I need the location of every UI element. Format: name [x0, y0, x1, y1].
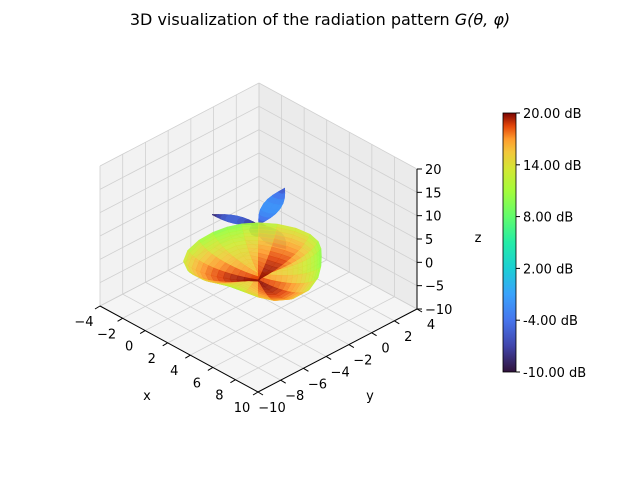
- grid-floor-x: [212, 284, 373, 368]
- chart-title: 3D visualization of the radiation patter…: [129, 10, 511, 29]
- surface-facet: [242, 229, 259, 234]
- colorbar-tick-label: 14.00 dB: [523, 159, 582, 174]
- x-tick-label: −4: [74, 315, 93, 330]
- x-tick-mark: [94, 305, 101, 310]
- y-tick-mark: [257, 391, 264, 396]
- surface-facet: [243, 232, 259, 237]
- y-tick-mark: [325, 355, 332, 360]
- x-tick-label: 4: [170, 364, 178, 379]
- colorbar-gradient: [502, 112, 517, 373]
- y-tick-mark: [280, 379, 286, 384]
- colorbar-tick-label: 2.00 dB: [523, 262, 573, 277]
- grid-left-z: [99, 105, 260, 190]
- x-tick-label: 8: [215, 389, 223, 404]
- z-axis-label: z: [475, 231, 482, 246]
- z-tick-label: 15: [425, 186, 442, 201]
- surface-facet: [243, 280, 252, 282]
- x-tick-mark: [117, 317, 123, 322]
- colorbar-tick-label: -10.00 dB: [523, 366, 586, 381]
- y-tick-label: 2: [404, 330, 412, 345]
- grid-floor-y: [167, 270, 327, 357]
- grid-right-z: [258, 105, 418, 193]
- chart-title-math: G(θ, φ): [454, 10, 511, 29]
- x-axis-line: [99, 305, 259, 393]
- floor-pane: [100, 223, 417, 392]
- grid-left-z: [99, 129, 260, 214]
- surface-facet: [306, 263, 312, 274]
- z-tick-label: −5: [425, 280, 444, 295]
- y-tick-label: −4: [331, 365, 350, 380]
- x-axis-label: x: [143, 389, 151, 404]
- surface-facet: [281, 269, 288, 276]
- surface-facet: [263, 289, 274, 293]
- x-tick-label: 10: [234, 401, 251, 416]
- x-tick-label: 2: [148, 352, 156, 367]
- grid-left-z: [99, 175, 260, 260]
- surface-plot: [183, 187, 322, 301]
- y-tick-mark: [394, 320, 400, 325]
- x-tick-mark: [207, 366, 214, 371]
- z-tick-label: 5: [425, 233, 433, 248]
- colorbar-tick-label: 8.00 dB: [523, 211, 573, 226]
- x-tick-label: −2: [97, 327, 116, 342]
- x-tick-mark: [185, 354, 191, 359]
- grid-right-z: [258, 199, 418, 287]
- surface-facet: [244, 236, 259, 241]
- grid-floor-x: [235, 296, 395, 381]
- grid-right-z: [258, 152, 418, 240]
- colorbar-tick-label: -4.00 dB: [523, 314, 578, 329]
- surface-facet: [287, 268, 294, 276]
- x-tick-label: 0: [125, 340, 133, 355]
- y-axis-label: y: [366, 389, 374, 404]
- x-tick-mark: [252, 391, 259, 396]
- y-tick-mark: [303, 367, 309, 372]
- y-tick-label: −6: [308, 377, 327, 392]
- z-tick-label: 0: [425, 256, 433, 271]
- y-tick-label: 4: [427, 318, 435, 333]
- surface-facet: [276, 270, 283, 276]
- z-tick-label: −10: [425, 303, 452, 318]
- grid-right-z: [258, 129, 418, 217]
- grid-left-z: [99, 82, 260, 167]
- grid-floor-x: [190, 271, 350, 356]
- x-tick-label: 6: [193, 376, 201, 391]
- y-tick-label: −10: [258, 401, 285, 416]
- grid-floor-y: [145, 281, 304, 369]
- y-tick-label: −2: [353, 354, 372, 369]
- grid-left-z: [99, 152, 260, 237]
- x-tick-mark: [230, 379, 236, 384]
- y-axis-line: [257, 308, 418, 393]
- surface-facet: [297, 266, 303, 275]
- y-tick-label: −8: [285, 389, 304, 404]
- grid-right-z: [258, 175, 418, 263]
- surface-facet: [292, 267, 299, 276]
- x-tick-mark: [162, 342, 168, 347]
- z-tick-label: 10: [425, 210, 442, 225]
- x-tick-mark: [139, 330, 146, 335]
- grid-floor-y: [122, 293, 281, 381]
- grid-right-z: [258, 82, 418, 170]
- colorbar-tick-label: 20.00 dB: [523, 107, 582, 122]
- z-tick-label: 20: [425, 163, 442, 178]
- surface-facet: [302, 264, 308, 275]
- y-tick-mark: [348, 344, 355, 349]
- grid-left-z: [99, 199, 260, 284]
- colorbar: 20.00 dB 14.00 dB 8.00 dB 2.00 dB -4.00 dB -1…: [502, 107, 586, 381]
- y-tick-mark: [371, 332, 377, 337]
- y-tick-label: 0: [381, 342, 389, 357]
